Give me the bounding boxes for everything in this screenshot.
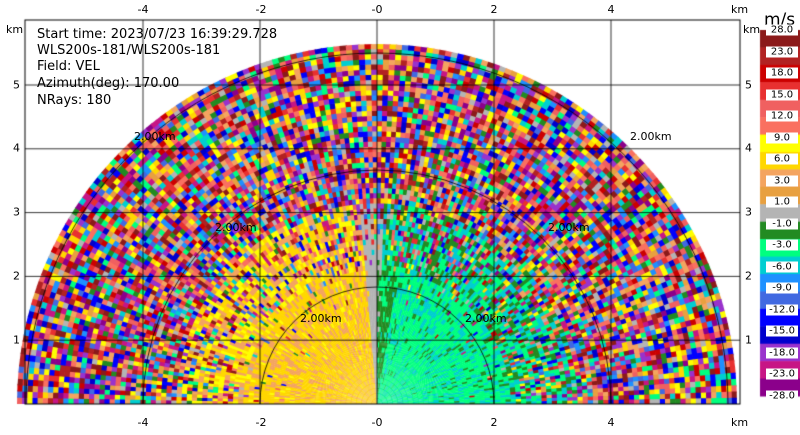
colorbar-tick-label: -9.0 [766, 282, 798, 294]
y-tick-left: 2 [13, 269, 20, 283]
range-ring-label: 2.00km [630, 130, 672, 143]
colorbar-tick-label: 9.0 [766, 132, 798, 144]
colorbar-tick-label: 15.0 [766, 89, 798, 101]
x-tick-bottom: -2 [255, 416, 267, 429]
y-tick-right: 3 [745, 205, 752, 219]
y-tick-left: 5 [13, 78, 20, 92]
range-ring-label: 2.00km [300, 312, 342, 325]
x-tick-bottom: 4 [607, 416, 615, 429]
y-tick-right: 2 [745, 269, 752, 283]
colorbar-tick-label: -12.0 [766, 304, 798, 316]
y-tick-right: 4 [745, 141, 752, 155]
y-tick-right: 1 [745, 333, 752, 347]
x-unit-top: km [731, 3, 749, 16]
x-tick-top: -0 [371, 3, 383, 16]
colorbar-tick-label: 23.0 [766, 46, 798, 58]
azimuth-label: Azimuth(deg): 170.00 [37, 76, 180, 91]
colorbar-tick-label: 28.0 [766, 24, 798, 36]
range-ring-label: 2.00km [548, 221, 590, 234]
x-tick-bottom: -0 [371, 416, 383, 429]
x-tick-bottom: 2 [490, 416, 498, 429]
x-tick-top: 4 [607, 3, 615, 16]
field-label: Field: VEL [37, 59, 100, 74]
range-ring-label: 2.00km [465, 312, 507, 325]
y-tick-right: 5 [745, 78, 752, 92]
colorbar-tick-label: 3.0 [766, 175, 798, 187]
range-ring-label: 2.00km [215, 221, 257, 234]
nrays-label: NRays: 180 [37, 93, 112, 108]
colorbar-tick-label: 6.0 [766, 153, 798, 165]
colorbar-tick-label: -6.0 [766, 261, 798, 273]
x-tick-top: 2 [490, 3, 498, 16]
y-unit-left: km [6, 23, 24, 36]
instrument-label: WLS200s-181/WLS200s-181 [37, 43, 221, 58]
y-tick-left: 3 [13, 205, 20, 219]
colorbar-tick-label: -3.0 [766, 239, 798, 251]
start-time-label: Start time: 2023/07/23 16:39:29.728 [37, 27, 278, 42]
colorbar-tick-label: -15.0 [766, 325, 798, 337]
y-tick-left: 1 [13, 333, 20, 347]
colorbar-tick-label: 12.0 [766, 110, 798, 122]
x-unit-bottom: km [731, 416, 749, 429]
range-ring-label: 2.00km [134, 130, 176, 143]
colorbar-tick-label: -18.0 [766, 347, 798, 359]
x-tick-top: -2 [255, 3, 267, 16]
y-unit-right: km [743, 23, 761, 36]
colorbar-tick-label: -1.0 [766, 218, 798, 230]
x-tick-top: -4 [137, 3, 149, 16]
x-tick-bottom: -4 [137, 416, 149, 429]
colorbar-tick-label: -23.0 [766, 368, 798, 380]
colorbar-tick-label: 18.0 [766, 67, 798, 79]
colorbar-tick-label: 1.0 [766, 196, 798, 208]
y-tick-left: 4 [13, 141, 20, 155]
colorbar-tick-label: -28.0 [766, 390, 798, 402]
